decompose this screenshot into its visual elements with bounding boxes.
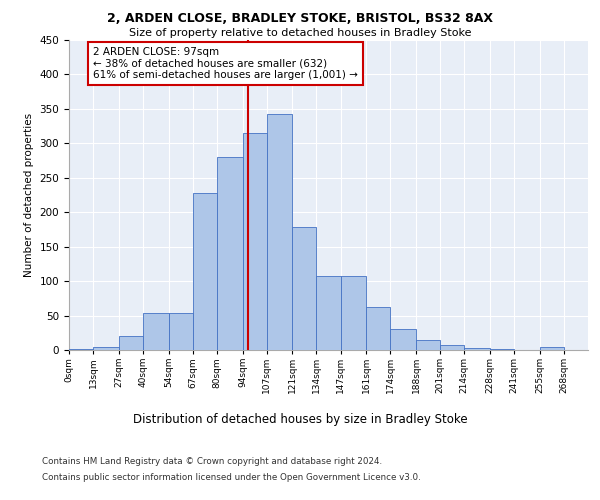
Bar xyxy=(464,348,490,350)
Text: Contains public sector information licensed under the Open Government Licence v3: Contains public sector information licen… xyxy=(42,472,421,482)
Bar xyxy=(217,157,242,350)
Text: 2, ARDEN CLOSE, BRADLEY STOKE, BRISTOL, BS32 8AX: 2, ARDEN CLOSE, BRADLEY STOKE, BRISTOL, … xyxy=(107,12,493,26)
Bar xyxy=(193,193,217,350)
Text: Size of property relative to detached houses in Bradley Stoke: Size of property relative to detached ho… xyxy=(129,28,471,38)
Text: 2 ARDEN CLOSE: 97sqm
← 38% of detached houses are smaller (632)
61% of semi-deta: 2 ARDEN CLOSE: 97sqm ← 38% of detached h… xyxy=(93,47,358,80)
Bar xyxy=(242,133,266,350)
Y-axis label: Number of detached properties: Number of detached properties xyxy=(24,113,34,277)
Text: Contains HM Land Registry data © Crown copyright and database right 2024.: Contains HM Land Registry data © Crown c… xyxy=(42,458,382,466)
Bar xyxy=(119,336,143,350)
Bar xyxy=(367,308,391,350)
Bar xyxy=(540,347,564,350)
Bar xyxy=(341,276,367,350)
Bar xyxy=(416,340,440,350)
Bar xyxy=(316,276,341,350)
Bar xyxy=(292,228,316,350)
Bar xyxy=(169,314,193,350)
Text: Distribution of detached houses by size in Bradley Stoke: Distribution of detached houses by size … xyxy=(133,412,467,426)
Bar xyxy=(391,330,416,350)
Bar xyxy=(266,114,292,350)
Bar xyxy=(143,314,169,350)
Bar xyxy=(93,346,119,350)
Bar xyxy=(440,345,464,350)
Bar xyxy=(69,348,93,350)
